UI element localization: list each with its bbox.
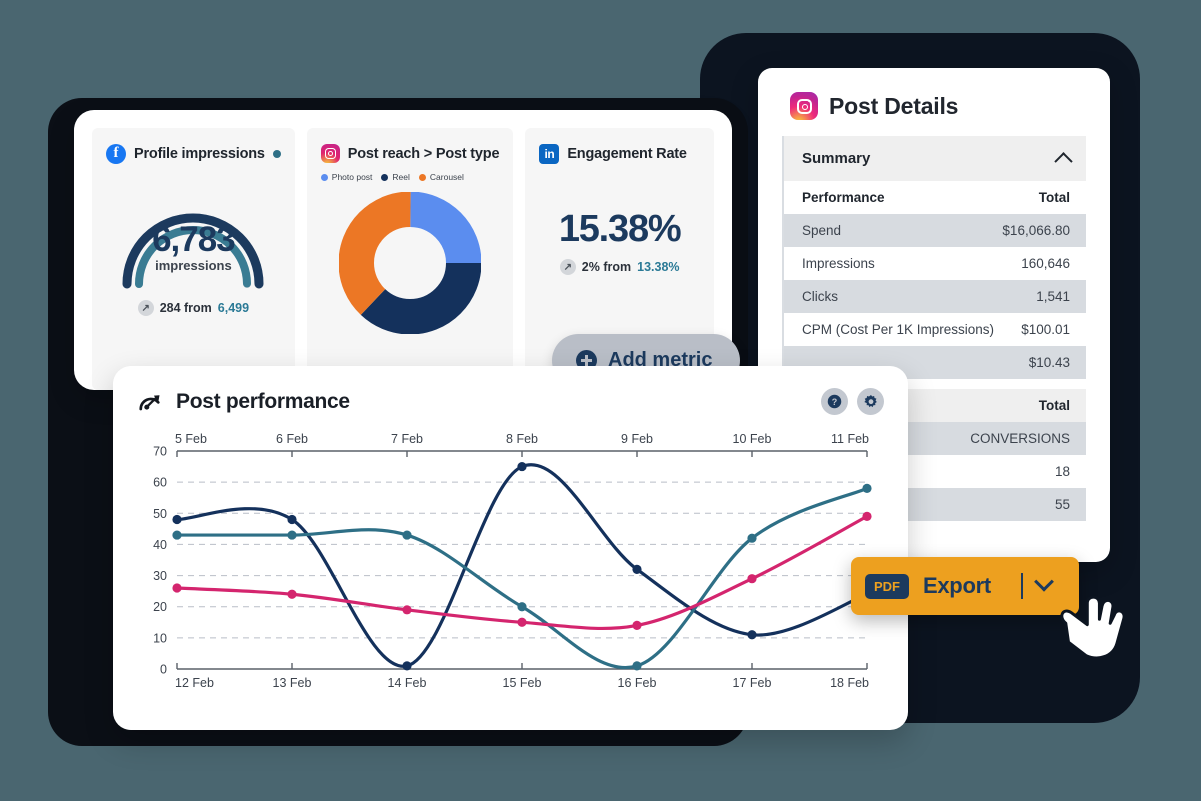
post-performance-header: Post performance ? xyxy=(137,388,884,415)
help-icon[interactable]: ? xyxy=(821,388,848,415)
row-label: Impressions xyxy=(802,256,875,271)
svg-text:7 Feb: 7 Feb xyxy=(391,432,423,446)
gear-icon[interactable] xyxy=(857,388,884,415)
plus-icon xyxy=(576,350,597,371)
svg-text:40: 40 xyxy=(153,538,167,552)
table-header-row: Performance Total xyxy=(784,181,1086,214)
gauge-value-group: 6,783 impressions xyxy=(106,220,281,273)
metric-card-post-reach[interactable]: Post reach > Post type Photo post Reel C… xyxy=(306,128,514,390)
row-label: Spend xyxy=(802,223,842,238)
hand-pointer-icon xyxy=(1060,595,1126,660)
gauge-value: 6,783 xyxy=(152,220,236,259)
line-chart: 0 10 20 30 40 50 60 70 5 Feb 6 Feb 7 Feb 8 Feb 9 Feb… xyxy=(137,429,884,706)
svg-text:60: 60 xyxy=(153,476,167,490)
metric-header: in Engagement Rate xyxy=(539,144,700,164)
col-performance: Performance xyxy=(802,190,885,205)
svg-text:50: 50 xyxy=(153,507,167,521)
gauge-icon xyxy=(139,395,160,411)
table-row[interactable]: Impressions 160,646 xyxy=(784,247,1086,280)
svg-text:12 Feb: 12 Feb xyxy=(175,676,214,690)
svg-text:10 Feb: 10 Feb xyxy=(733,432,772,446)
col-total: Total xyxy=(1038,190,1070,205)
row-value: $16,066.80 xyxy=(1002,223,1070,238)
row-value: $10.43 xyxy=(1028,355,1070,370)
add-metric-label: Add metric xyxy=(608,349,713,371)
row-label: Clicks xyxy=(802,289,838,304)
post-details-title: Post Details xyxy=(829,92,959,119)
summary-label: Summary xyxy=(802,150,871,167)
svg-text:9 Feb: 9 Feb xyxy=(621,432,653,446)
svg-text:6 Feb: 6 Feb xyxy=(276,432,308,446)
metric-header: Post reach > Post type xyxy=(320,144,500,163)
trend-up-icon: ↗ xyxy=(559,259,576,275)
legend-item-carousel: Carousel xyxy=(418,172,464,182)
delta-text: 2% from xyxy=(581,260,632,274)
page-title: Post performance xyxy=(176,389,350,413)
linkedin-icon: in xyxy=(539,144,560,164)
metric-title: Engagement Rate xyxy=(567,146,687,162)
col-total-2: Total xyxy=(1038,398,1070,413)
trend-up-icon: ↗ xyxy=(137,300,154,316)
engagement-value: 15.38% xyxy=(558,208,682,250)
delta-previous: 13.38% xyxy=(637,260,680,274)
gauge-unit: impressions xyxy=(155,258,232,273)
svg-text:5 Feb: 5 Feb xyxy=(175,432,207,446)
export-button[interactable]: PDF Export xyxy=(851,557,1079,615)
facebook-icon: f xyxy=(106,144,126,164)
export-label: Export xyxy=(923,573,991,598)
metric-delta: ↗ 2% from 13.38% xyxy=(539,259,700,275)
svg-text:0: 0 xyxy=(160,663,167,677)
donut-legend: Photo post Reel Carousel xyxy=(320,172,500,182)
svg-text:10: 10 xyxy=(153,631,167,645)
instagram-icon xyxy=(320,144,340,163)
svg-text:30: 30 xyxy=(153,569,167,583)
svg-text:?: ? xyxy=(832,397,838,407)
row-value: 18 xyxy=(1054,464,1070,479)
metric-delta: ↗ 284 from 6,499 xyxy=(106,300,281,316)
row-value: $100.01 xyxy=(1021,322,1070,337)
legend-item-reel: Reel xyxy=(381,172,410,182)
donut-chart xyxy=(321,192,500,334)
svg-text:18 Feb: 18 Feb xyxy=(830,676,869,690)
delta-text: 284 from xyxy=(159,301,212,315)
chart-svg[interactable]: 0 10 20 30 40 50 60 70 5 Feb 6 Feb 7 Feb 8 Feb 9 Feb… xyxy=(137,429,884,701)
post-performance-card: Post performance ? 0 10 20 30 40 50 60 70 5 Feb 6… xyxy=(113,366,908,730)
metric-card-profile-impressions[interactable]: f Profile impressions 6,783 impressions … xyxy=(92,128,295,390)
status-dot xyxy=(272,150,281,158)
gauge-chart: 6,783 impressions xyxy=(106,172,281,292)
post-details-header: Post Details xyxy=(758,68,1110,136)
table-row[interactable]: Clicks 1,541 xyxy=(784,280,1086,313)
svg-text:15 Feb: 15 Feb xyxy=(503,676,542,690)
table-row[interactable]: CPM (Cost Per 1K Impressions) $100.01 xyxy=(784,313,1086,346)
metric-header: f Profile impressions xyxy=(106,144,281,164)
row-label: CPM (Cost Per 1K Impressions) xyxy=(802,322,995,337)
chart-controls: ? xyxy=(821,388,884,415)
divider xyxy=(1021,573,1023,599)
svg-text:14 Feb: 14 Feb xyxy=(388,676,427,690)
title-group: Post performance xyxy=(137,389,350,414)
legend-item-photo-post: Photo post xyxy=(320,172,372,182)
instagram-icon xyxy=(790,92,818,120)
chevron-up-icon[interactable] xyxy=(1054,152,1073,171)
svg-text:16 Feb: 16 Feb xyxy=(618,676,657,690)
row-value: CONVERSIONS xyxy=(970,431,1070,446)
svg-text:11 Feb: 11 Feb xyxy=(831,432,869,446)
svg-text:17 Feb: 17 Feb xyxy=(733,676,772,690)
row-value: 1,541 xyxy=(1036,289,1070,304)
summary-row[interactable]: Summary xyxy=(784,136,1086,181)
row-value: 55 xyxy=(1054,497,1070,512)
row-value: 160,646 xyxy=(1021,256,1070,271)
metric-title: Profile impressions xyxy=(134,146,265,162)
metric-title: Post reach > Post type xyxy=(347,145,500,162)
table-divider xyxy=(784,379,1086,389)
svg-text:8 Feb: 8 Feb xyxy=(506,432,538,446)
delta-previous: 6,499 xyxy=(217,301,250,315)
table-row[interactable]: Spend $16,066.80 xyxy=(784,214,1086,247)
pdf-badge: PDF xyxy=(865,573,909,599)
svg-text:70: 70 xyxy=(153,445,167,459)
svg-text:13 Feb: 13 Feb xyxy=(273,676,312,690)
svg-text:20: 20 xyxy=(153,600,167,614)
